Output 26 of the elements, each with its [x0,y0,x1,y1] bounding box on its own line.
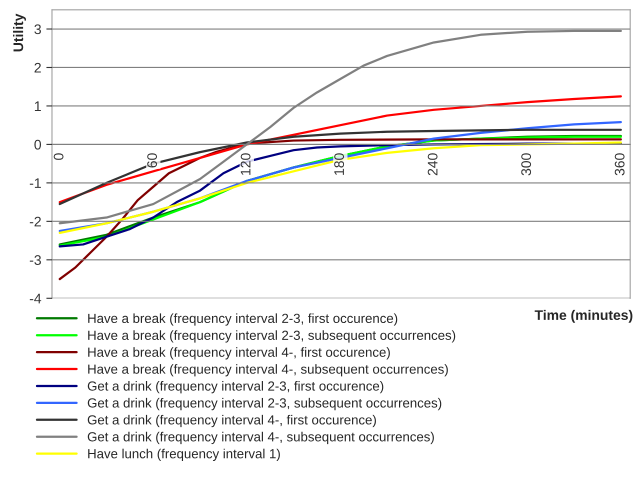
x-tick-label: 300 [521,153,532,176]
y-tick-label: 2 [34,62,41,73]
legend-label: Have lunch (frequency interval 1) [88,448,280,461]
legend-label: Have a break (frequency interval 2-3, subsequent occurrences) [88,330,456,343]
legend-label: Have a break (frequency interval 4-, first occurence) [88,347,390,360]
x-tick-label: 180 [334,153,344,175]
y-tick-label: 0 [34,140,42,150]
x-tick-label: 120 [240,153,251,175]
legend-label: Get a drink (frequency interval 4-, subsequent occurrences) [88,432,434,444]
y-tick-label: 3 [34,24,41,34]
legend-label: Get a drink (frequency interval 2-3, subsequent occurrences) [88,398,442,410]
x-axis-title: Time (minutes) [534,310,632,323]
x-tick-label: 240 [428,153,438,176]
y-tick-label: -1 [30,178,41,188]
y-tick-label: -4 [30,294,42,304]
y-tick-label: 1 [34,101,41,111]
y-tick-label: -3 [30,255,41,265]
x-tick-label: 0 [54,153,64,160]
legend-label: Have a break (frequency interval 4-, subsequent occurrences) [88,364,448,376]
legend-label: Have a break (frequency interval 2-3, first occurence) [88,313,398,326]
legend-label: Get a drink (frequency interval 4-, first occurence) [88,414,376,428]
y-tick-label: -2 [30,216,41,226]
legend-label: Get a drink (frequency interval 2-3, first occurence) [88,381,384,394]
x-tick-label: 360 [614,153,625,176]
x-tick-label: 60 [147,153,158,168]
y-axis-title: Utility [13,14,26,52]
